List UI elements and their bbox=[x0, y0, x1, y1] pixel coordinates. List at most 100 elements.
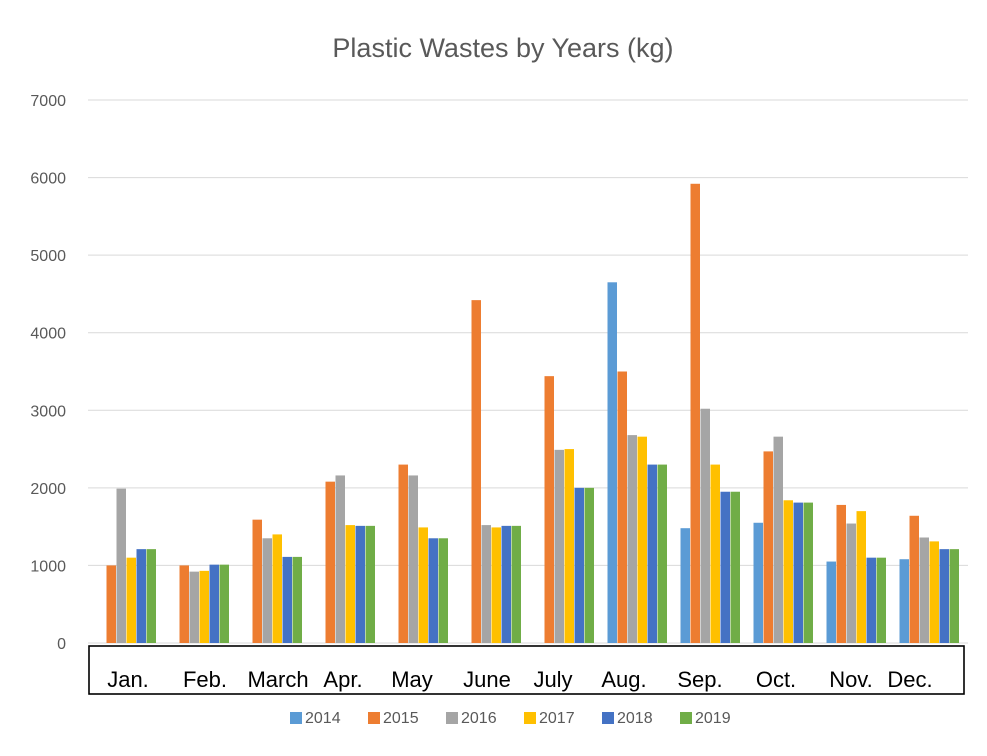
bar-2017-1 bbox=[199, 570, 209, 643]
y-tick-label: 2000 bbox=[30, 481, 66, 498]
x-tick-label: Jan. bbox=[107, 667, 149, 692]
bar-2019-10 bbox=[876, 557, 886, 643]
x-tick-label: Apr. bbox=[323, 667, 362, 692]
bar-2017-10 bbox=[856, 511, 866, 643]
legend: 2014 2015 2016 2017 2018 2019 bbox=[290, 710, 731, 727]
legend-swatch-2019 bbox=[680, 712, 692, 724]
bar-2017-5 bbox=[491, 527, 501, 643]
bar-2016-10 bbox=[846, 523, 856, 643]
bar-2018-0 bbox=[136, 549, 146, 643]
bar-2014-8 bbox=[680, 528, 690, 643]
y-tick-label: 1000 bbox=[30, 558, 66, 575]
bar-2018-9 bbox=[793, 502, 803, 643]
y-tick-label: 3000 bbox=[30, 403, 66, 420]
bar-2019-5 bbox=[511, 525, 521, 643]
bar-2014-9 bbox=[753, 522, 763, 643]
legend-swatch-2017 bbox=[524, 712, 536, 724]
bar-2016-11 bbox=[919, 537, 929, 643]
bars bbox=[106, 183, 959, 643]
bar-2016-2 bbox=[262, 538, 272, 643]
x-tick-label: Feb. bbox=[183, 667, 227, 692]
legend-label-2016: 2016 bbox=[461, 710, 497, 727]
bar-2019-1 bbox=[219, 564, 229, 643]
bar-2015-8 bbox=[690, 183, 700, 643]
bar-2017-0 bbox=[126, 557, 136, 643]
bar-2019-4 bbox=[438, 538, 448, 643]
bar-2018-7 bbox=[647, 464, 657, 643]
bar-2016-0 bbox=[116, 488, 126, 643]
gridlines bbox=[88, 99, 968, 644]
bar-2019-0 bbox=[146, 549, 156, 643]
bar-2019-11 bbox=[949, 549, 959, 643]
bar-2018-4 bbox=[428, 538, 438, 643]
x-tick-label: June bbox=[463, 667, 511, 692]
bar-2018-3 bbox=[355, 525, 365, 643]
legend-label-2017: 2017 bbox=[539, 710, 575, 727]
bar-2014-10 bbox=[826, 561, 836, 643]
bar-2015-6 bbox=[544, 376, 554, 643]
bar-2019-3 bbox=[365, 525, 375, 643]
bar-2017-4 bbox=[418, 527, 428, 643]
x-axis: Jan. Feb. March Apr. May June July Aug. Sep. Oct.… bbox=[88, 645, 965, 695]
legend-label-2014: 2014 bbox=[305, 710, 341, 727]
bar-2015-10 bbox=[836, 504, 846, 643]
bar-2018-2 bbox=[282, 556, 292, 643]
bar-2019-2 bbox=[292, 556, 302, 643]
bar-2018-5 bbox=[501, 525, 511, 643]
bar-2019-6 bbox=[584, 487, 594, 643]
bar-2018-8 bbox=[720, 491, 730, 643]
bar-2015-7 bbox=[617, 371, 627, 643]
bar-2016-6 bbox=[554, 449, 564, 643]
bar-2015-1 bbox=[179, 565, 189, 643]
bar-2018-6 bbox=[574, 487, 584, 643]
legend-swatch-2018 bbox=[602, 712, 614, 724]
bar-2017-2 bbox=[272, 534, 282, 643]
bar-2015-11 bbox=[909, 515, 919, 643]
bar-2019-9 bbox=[803, 502, 813, 643]
x-tick-label: Nov. bbox=[829, 667, 873, 692]
chart-title: Plastic Wastes by Years (kg) bbox=[332, 33, 673, 63]
y-tick-label: 6000 bbox=[30, 171, 66, 188]
x-tick-label: March bbox=[247, 667, 308, 692]
bar-2015-3 bbox=[325, 481, 335, 643]
x-tick-label: Dec. bbox=[887, 667, 932, 692]
bar-2016-3 bbox=[335, 475, 345, 643]
y-tick-label: 5000 bbox=[30, 248, 66, 265]
bar-2015-5 bbox=[471, 300, 481, 643]
bar-2015-0 bbox=[106, 565, 116, 643]
x-tick-label: May bbox=[391, 667, 433, 692]
legend-label-2015: 2015 bbox=[383, 710, 419, 727]
y-axis: 0 1000 2000 3000 4000 5000 6000 7000 bbox=[30, 93, 66, 653]
bar-2017-11 bbox=[929, 541, 939, 643]
bar-2016-8 bbox=[700, 408, 710, 643]
bar-2016-9 bbox=[773, 436, 783, 643]
bar-2016-5 bbox=[481, 525, 491, 643]
legend-label-2019: 2019 bbox=[695, 710, 731, 727]
y-tick-label: 7000 bbox=[30, 93, 66, 110]
y-tick-label: 4000 bbox=[30, 326, 66, 343]
bar-2017-6 bbox=[564, 449, 574, 643]
bar-2016-7 bbox=[627, 435, 637, 643]
bar-2015-9 bbox=[763, 451, 773, 643]
legend-swatch-2015 bbox=[368, 712, 380, 724]
x-tick-label: Oct. bbox=[756, 667, 796, 692]
bar-2018-1 bbox=[209, 564, 219, 643]
legend-swatch-2016 bbox=[446, 712, 458, 724]
bar-2018-10 bbox=[866, 557, 876, 643]
category-label-box bbox=[88, 645, 965, 695]
x-tick-label: Sep. bbox=[677, 667, 722, 692]
legend-label-2018: 2018 bbox=[617, 710, 653, 727]
bar-2014-7 bbox=[607, 282, 617, 643]
bar-2016-1 bbox=[189, 571, 199, 643]
bar-2017-3 bbox=[345, 525, 355, 643]
legend-swatch-2014 bbox=[290, 712, 302, 724]
bar-2015-2 bbox=[252, 519, 262, 643]
x-tick-label: July bbox=[533, 667, 572, 692]
bar-2015-4 bbox=[398, 464, 408, 643]
bar-2018-11 bbox=[939, 549, 949, 643]
bar-2017-9 bbox=[783, 500, 793, 643]
bar-2017-8 bbox=[710, 464, 720, 643]
bar-2019-8 bbox=[730, 491, 740, 643]
y-tick-label: 0 bbox=[57, 636, 66, 653]
